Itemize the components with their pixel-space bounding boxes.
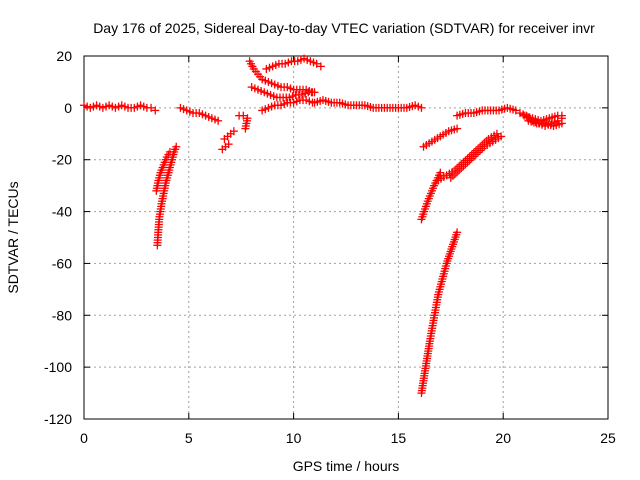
- data-point: [455, 166, 464, 175]
- x-tick-label: 20: [495, 430, 511, 446]
- y-tick-label: -100: [44, 359, 72, 375]
- data-series: [417, 228, 462, 398]
- data-series: [419, 124, 462, 151]
- data-point: [557, 111, 566, 120]
- y-tick-label: -80: [52, 307, 72, 323]
- data-series: [153, 142, 181, 250]
- y-tick-label: -120: [44, 411, 72, 427]
- data-point: [461, 160, 470, 169]
- data-point: [469, 152, 478, 161]
- data-point: [417, 103, 426, 112]
- x-tick-label: 25: [600, 430, 616, 446]
- data-point: [151, 106, 160, 115]
- data-point: [492, 129, 501, 138]
- data-series: [446, 132, 506, 182]
- x-tick-label: 5: [185, 430, 193, 446]
- plot-frame: [83, 55, 609, 420]
- data-point: [457, 164, 466, 173]
- data-series: [453, 103, 520, 120]
- data-series: [258, 96, 317, 115]
- data-series: [310, 96, 426, 112]
- chart-title: Day 176 of 2025, Sidereal Day-to-day VTE…: [93, 20, 595, 36]
- x-axis-title: GPS time / hours: [293, 458, 400, 474]
- x-tick-label: 15: [391, 430, 407, 446]
- y-tick-label: 20: [56, 48, 72, 64]
- data-point: [471, 150, 480, 159]
- tick-layer: 0 5 10 15 20 25 -120 -100 -80 -60 -40 -20 0 20: [44, 48, 616, 446]
- data-point: [241, 124, 250, 133]
- data-point: [310, 88, 319, 97]
- data-point: [453, 124, 462, 133]
- data-point: [224, 140, 233, 149]
- data-point: [147, 103, 156, 112]
- data-point: [436, 168, 445, 177]
- data-point: [467, 154, 476, 163]
- y-axis-title: SDTVAR / TECUs: [5, 181, 21, 293]
- data-point: [165, 147, 174, 156]
- data-point: [497, 132, 506, 141]
- data-series: [247, 83, 319, 102]
- data-point: [453, 228, 462, 237]
- data-point: [214, 116, 223, 125]
- data-point: [312, 59, 321, 68]
- data-series: [520, 111, 566, 125]
- x-tick-label: 10: [286, 430, 302, 446]
- data-point: [229, 127, 238, 136]
- data-series: [245, 57, 317, 97]
- data-point: [172, 142, 181, 151]
- data-point: [459, 162, 468, 171]
- data-series: [152, 147, 174, 195]
- y-tick-label: -40: [52, 204, 72, 220]
- data-series: [434, 129, 501, 185]
- data-point: [239, 111, 248, 120]
- data-series: [524, 116, 566, 131]
- y-tick-label: -20: [52, 152, 72, 168]
- x-tick-label: 0: [80, 430, 88, 446]
- data-points-layer: [80, 54, 566, 398]
- grid-layer: [84, 56, 608, 419]
- data-point: [465, 156, 474, 165]
- data-series: [262, 54, 325, 73]
- data-series: [176, 103, 223, 125]
- data-series: [235, 111, 252, 133]
- data-point: [476, 146, 485, 155]
- data-point: [511, 106, 520, 115]
- data-point: [474, 148, 483, 157]
- y-tick-label: 0: [64, 100, 72, 116]
- data-point: [453, 168, 462, 177]
- data-point: [316, 62, 325, 71]
- data-point: [478, 144, 487, 153]
- data-series: [80, 101, 160, 115]
- y-tick-label: -60: [52, 255, 72, 271]
- data-series: [220, 127, 238, 143]
- data-point: [557, 119, 566, 128]
- data-series: [218, 140, 233, 154]
